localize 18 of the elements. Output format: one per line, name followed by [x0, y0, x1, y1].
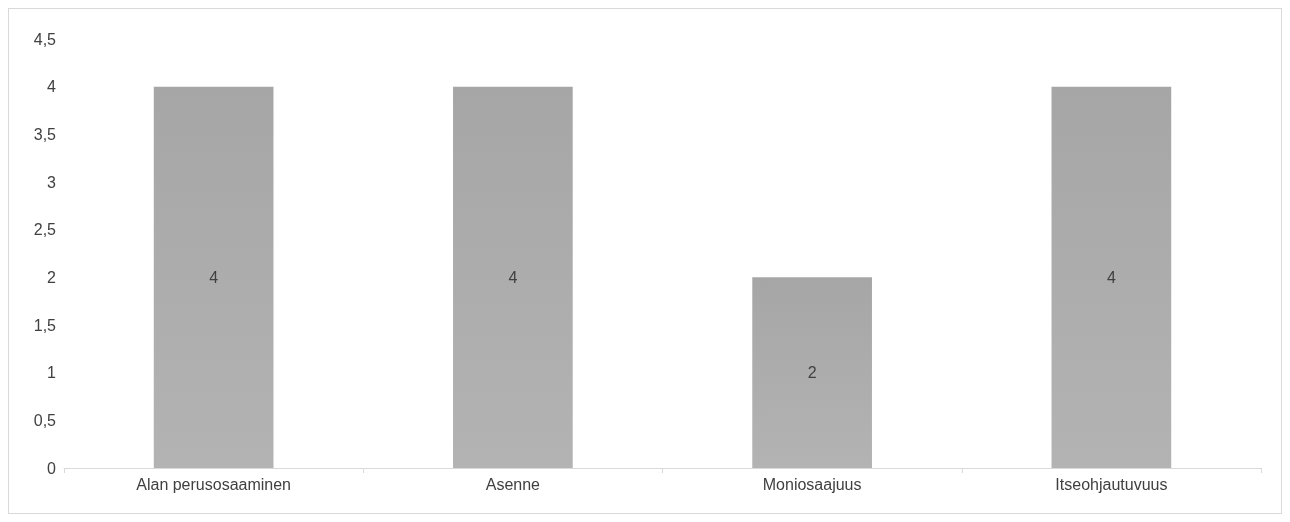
- y-tick-label: 4,5: [33, 30, 57, 48]
- y-tick-label: 3,5: [33, 125, 57, 143]
- y-tick-label: 1: [47, 364, 57, 382]
- y-tick-label: 0: [47, 459, 57, 477]
- x-tick-label: Asenne: [485, 475, 541, 493]
- x-tick-label: Alan perusosaaminen: [136, 475, 292, 493]
- x-tick-label: Moniosaajuus: [762, 475, 862, 493]
- y-tick-label: 1,5: [33, 316, 57, 334]
- data-label: 4: [508, 268, 518, 286]
- y-tick-label: 2: [47, 268, 57, 286]
- y-tick-label: 0,5: [33, 411, 57, 429]
- data-label: 4: [1106, 268, 1116, 286]
- y-tick-label: 4: [47, 78, 57, 96]
- y-tick-label: 2,5: [33, 221, 57, 239]
- x-tick-label: Itseohjautuvuus: [1055, 475, 1168, 493]
- y-tick-label: 3: [47, 173, 57, 191]
- data-label: 4: [209, 268, 219, 286]
- data-label: 2: [807, 364, 817, 382]
